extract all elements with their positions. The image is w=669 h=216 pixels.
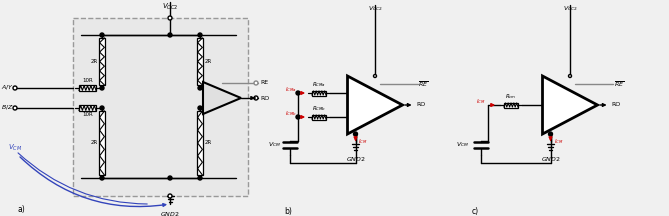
Circle shape [198,33,202,37]
Text: $V_{CC2}$: $V_{CC2}$ [563,4,577,13]
FancyArrowPatch shape [18,153,147,204]
Circle shape [198,176,202,180]
Text: 2R: 2R [205,140,212,146]
Text: $V_{CC2}$: $V_{CC2}$ [162,2,178,12]
Bar [312,114,326,119]
Text: $I_{CM}$: $I_{CM}$ [359,138,368,146]
Text: a): a) [18,205,25,214]
FancyBboxPatch shape [73,18,248,196]
Text: RE: RE [260,81,268,86]
Text: $\overline{RE}$: $\overline{RE}$ [419,79,429,89]
Text: $R_{cm}$: $R_{cm}$ [505,92,516,101]
Text: $I_{CM}$: $I_{CM}$ [553,138,563,146]
Text: $V_{CM}$: $V_{CM}$ [8,143,22,153]
Text: $V_{CM}$: $V_{CM}$ [456,141,469,149]
Circle shape [168,194,172,198]
Bar [79,85,96,91]
Text: RO: RO [417,103,425,108]
Circle shape [373,75,377,78]
Circle shape [13,86,17,90]
Text: $I_{CMa}$: $I_{CMa}$ [285,86,297,94]
Bar [504,103,518,108]
Text: 10R: 10R [82,78,93,84]
Text: $I_{CMb}$: $I_{CMb}$ [285,110,297,118]
Bar [197,38,203,85]
Circle shape [168,16,172,20]
Circle shape [100,33,104,37]
Text: 2R: 2R [205,59,212,64]
Text: b): b) [284,207,292,216]
Circle shape [198,106,202,110]
Text: 10R: 10R [82,113,93,118]
Bar [99,111,105,175]
Circle shape [168,176,172,180]
Polygon shape [203,82,241,114]
Text: $R_{CMa}$: $R_{CMa}$ [312,80,326,89]
Bar [312,91,326,95]
Text: $V_{CM}$: $V_{CM}$ [268,141,281,149]
Text: $A/Y$: $A/Y$ [1,83,14,91]
Text: 2R: 2R [90,59,98,64]
Bar [79,105,96,111]
Text: RO: RO [611,103,621,108]
Text: $GND2$: $GND2$ [160,210,180,216]
Text: $V_{CC2}$: $V_{CC2}$ [368,4,383,13]
Circle shape [198,86,202,90]
Circle shape [100,86,104,90]
Circle shape [296,91,300,95]
Text: c): c) [472,207,479,216]
Text: RO: RO [260,95,269,100]
Circle shape [549,132,553,136]
Circle shape [100,106,104,110]
Bar [197,111,203,175]
Circle shape [13,106,17,110]
Text: $B/Z$: $B/Z$ [1,103,14,111]
Text: $I_{CM}$: $I_{CM}$ [476,98,486,106]
FancyArrowPatch shape [20,157,166,206]
Circle shape [254,81,258,85]
Circle shape [100,176,104,180]
Circle shape [254,96,258,100]
Text: $GND2$: $GND2$ [346,155,365,163]
Circle shape [569,75,571,78]
Circle shape [353,132,357,136]
Circle shape [296,115,300,119]
Text: 2R: 2R [90,140,98,146]
Circle shape [168,33,172,37]
Bar [99,38,105,85]
Polygon shape [543,76,597,134]
Text: $R_{CMb}$: $R_{CMb}$ [312,104,326,113]
Text: $\overline{RE}$: $\overline{RE}$ [613,79,624,89]
Polygon shape [347,76,403,134]
Text: $GND2$: $GND2$ [541,155,561,163]
